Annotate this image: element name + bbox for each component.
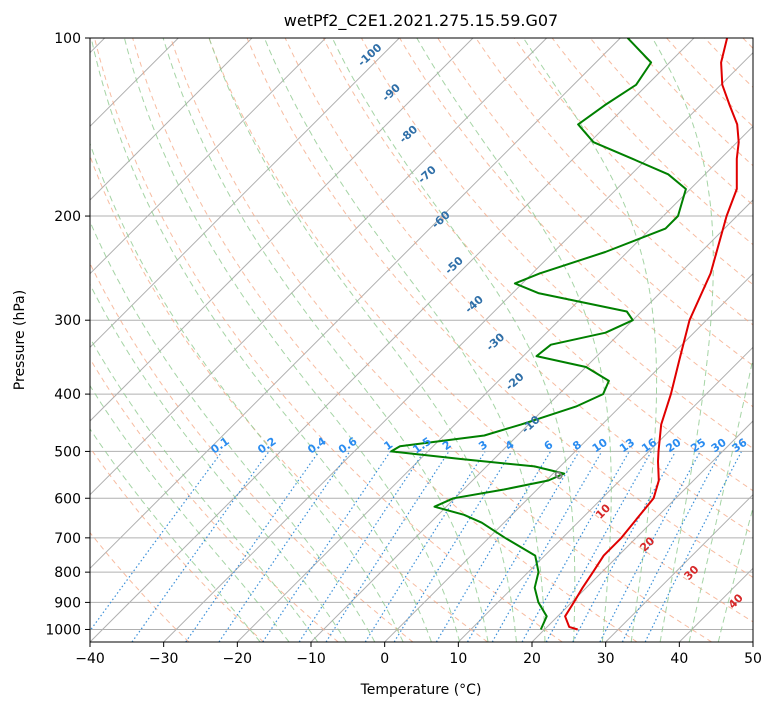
moist-adiabat-line [162,38,489,642]
y-tick-label: 400 [54,387,81,403]
dry-adiabat-line [361,38,753,450]
isotherm-gridline [90,38,253,201]
moist-adiabat-line [90,384,290,642]
x-tick-label: 20 [523,651,541,667]
moist-adiabat-line [90,283,347,642]
dry-adiabat-line [170,38,712,642]
isotherm-gridline [90,38,695,642]
isotherm-gridline [384,272,753,642]
dry-adiabat-line [208,38,753,623]
profile-series [390,38,740,631]
isotherm-gridline [90,38,621,570]
moist-adiabat-line [208,38,517,642]
mixing-ratio-line [364,451,486,642]
moist-adiabat-line [263,38,546,642]
moist-adiabat-line [90,38,432,642]
moist-adiabat-line [416,38,612,642]
x-tick-label: −40 [75,651,105,667]
x-tick-label: −20 [223,651,253,667]
background-lines [90,38,753,642]
isotherm-gridline [163,51,753,642]
mixing-ratio-line [90,451,223,632]
x-tick-label: 30 [597,651,615,667]
isotherm-gridline [90,38,400,349]
dry-adiabat-line [90,262,414,642]
isotherm-gridline [90,38,327,275]
mixing-ratio-line [545,451,652,642]
temperature-profile [564,38,740,631]
x-tick-label: 10 [449,651,467,667]
y-tick-label: 500 [54,444,81,460]
y-axis-title: Pressure (hPa) [12,290,28,390]
moist-adiabat-line [522,38,658,642]
mixing-ratio-line [466,451,580,642]
y-tick-label: 200 [54,209,81,225]
dewpoint-profile [390,38,687,630]
x-tick-label: −10 [296,651,326,667]
x-tick-label: 40 [670,651,688,667]
moist-adiabat-line [123,38,461,642]
mixing-ratio-line [298,451,425,642]
isotherm-gridline [90,38,548,496]
mixing-ratio-line [131,451,270,642]
y-tick-label: 600 [54,491,81,507]
moist-adiabat-line [90,142,404,642]
x-tick-label: −30 [149,651,179,667]
y-tick-label: 300 [54,313,81,329]
dry-adiabat-line [90,357,339,642]
mixing-ratio-line [491,451,603,642]
x-axis: −40 −30 −20 −10 0 10 20 30 40 50 [75,642,762,667]
isotherm-gridline [605,493,753,642]
y-tick-label: 100 [54,31,81,47]
mixing-ratio-line [644,451,742,642]
moist-adiabat-line [651,38,714,642]
dry-adiabat-line [246,38,753,578]
isotherm-gridline [90,38,474,422]
dry-adiabat-line [399,38,753,408]
isotherm-gridline [457,346,753,642]
isotherm-gridline [531,420,753,642]
mixing-ratio-line [325,451,450,642]
mixing-ratio-line [218,451,350,642]
chart-title: wetPf2_C2E1.2021.275.15.59.G07 [284,11,558,31]
y-axis: 1000 900 800 700 600 500 400 300 200 100 [45,31,90,638]
y-tick-label: 800 [54,565,81,581]
moist-adiabat-line [688,356,753,642]
dry-adiabat-line [322,38,753,492]
dry-adiabat-line [94,38,563,642]
dry-adiabat-line [90,531,190,642]
y-tick-label: 1000 [45,622,81,638]
y-tick-label: 900 [54,595,81,611]
isotherm-gridline [236,125,753,642]
y-tick-label: 700 [54,531,81,547]
x-tick-label: 50 [744,651,762,667]
moist-adiabat-line [90,337,319,642]
moist-adiabat-line [90,428,261,642]
mixing-ratio-line [521,451,630,642]
plot-frame [89,37,754,643]
dry-adiabat-line [132,38,638,642]
moist-adiabat-line [717,506,753,642]
x-tick-label: 0 [380,651,389,667]
mixing-ratio-line [185,451,320,642]
mixing-ratio-line [393,451,513,642]
moist-adiabat-line [90,220,376,642]
x-axis-title: Temperature (°C) [360,682,482,698]
dry-adiabat-line [437,38,753,367]
